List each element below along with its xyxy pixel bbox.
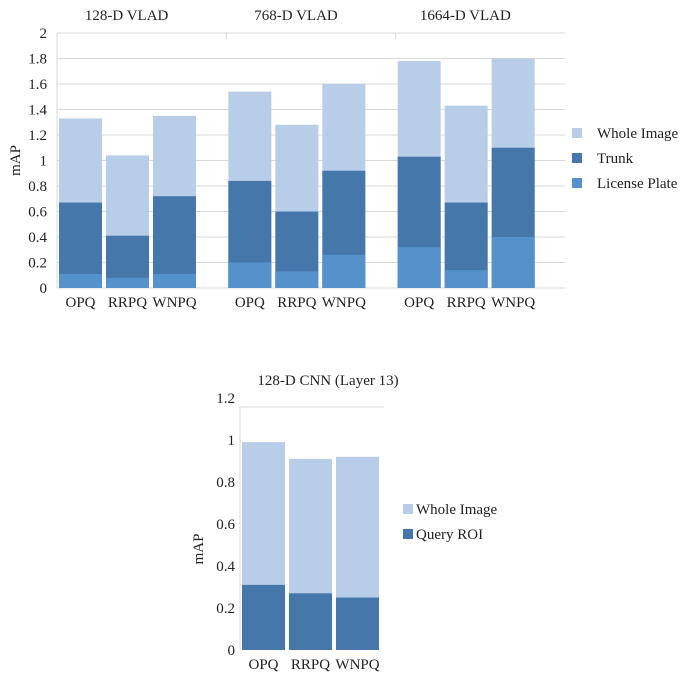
- y-tick-label: 0: [228, 643, 236, 659]
- bar-license-plate: [397, 247, 441, 288]
- y-tick-label: 0.8: [216, 475, 235, 491]
- bar-query-roi: [242, 584, 285, 650]
- x-tick-label: RRPQ: [277, 295, 316, 311]
- y-tick-label: 1: [40, 154, 48, 170]
- y-tick-label: 2: [40, 26, 48, 42]
- x-tick-label: OPQ: [248, 657, 278, 673]
- y-tick-label: 1.8: [28, 52, 47, 68]
- y-tick-label: 1.2: [28, 128, 47, 144]
- bar-trunk: [59, 202, 102, 288]
- legend-label: Trunk: [597, 151, 634, 167]
- legend-swatch: [572, 153, 582, 163]
- bar-query-roi: [336, 597, 379, 650]
- legend-swatch: [403, 504, 413, 514]
- x-tick-label: WNPQ: [491, 295, 535, 311]
- legend-label: Whole Image: [597, 126, 679, 142]
- bar-trunk: [153, 196, 196, 288]
- y-axis-label: mAP: [8, 145, 24, 176]
- x-tick-label: WNPQ: [322, 295, 366, 311]
- x-tick-label: WNPQ: [335, 657, 379, 673]
- group-label: 768-D VLAD: [254, 8, 338, 24]
- y-tick-label: 0.8: [28, 179, 47, 195]
- bar-license-plate: [106, 277, 149, 288]
- x-tick-label: RRPQ: [291, 657, 330, 673]
- bar-license-plate: [322, 254, 366, 288]
- y-tick-label: 1.4: [28, 103, 47, 119]
- legend-swatch: [572, 178, 582, 188]
- x-tick-label: WNPQ: [152, 295, 196, 311]
- y-tick-label: 0.4: [28, 230, 47, 246]
- x-tick-label: OPQ: [65, 295, 95, 311]
- y-tick-label: 0.2: [216, 601, 235, 617]
- y-axis-label: mAP: [191, 534, 207, 565]
- legend-swatch: [403, 529, 413, 539]
- legend-label: Whole Image: [416, 502, 498, 518]
- group-label: 128-D VLAD: [85, 8, 169, 24]
- bar-license-plate: [275, 271, 319, 288]
- x-tick-label: RRPQ: [108, 295, 147, 311]
- y-tick-label: 0: [40, 281, 48, 297]
- legend-swatch: [572, 128, 582, 138]
- bar-license-plate: [491, 237, 535, 288]
- group-label: 1664-D VLAD: [420, 8, 511, 24]
- bar-query-roi: [289, 593, 332, 650]
- legend-label: License Plate: [597, 176, 678, 192]
- y-tick-label: 0.2: [28, 256, 47, 272]
- y-tick-label: 1.6: [28, 77, 47, 93]
- y-tick-label: 1: [228, 433, 236, 449]
- bar-license-plate: [228, 262, 272, 288]
- y-tick-label: 1.2: [216, 391, 235, 407]
- y-tick-label: 0.4: [216, 559, 235, 575]
- chart-title: 128-D CNN (Layer 13): [257, 373, 398, 389]
- legend-label: Query ROI: [416, 527, 483, 543]
- x-tick-label: RRPQ: [447, 295, 486, 311]
- x-tick-label: OPQ: [235, 295, 265, 311]
- bar-license-plate: [444, 270, 488, 288]
- x-tick-label: OPQ: [404, 295, 434, 311]
- y-tick-label: 0.6: [28, 205, 47, 221]
- y-tick-label: 0.6: [216, 517, 235, 533]
- bar-license-plate: [59, 273, 102, 288]
- bar-license-plate: [153, 273, 196, 288]
